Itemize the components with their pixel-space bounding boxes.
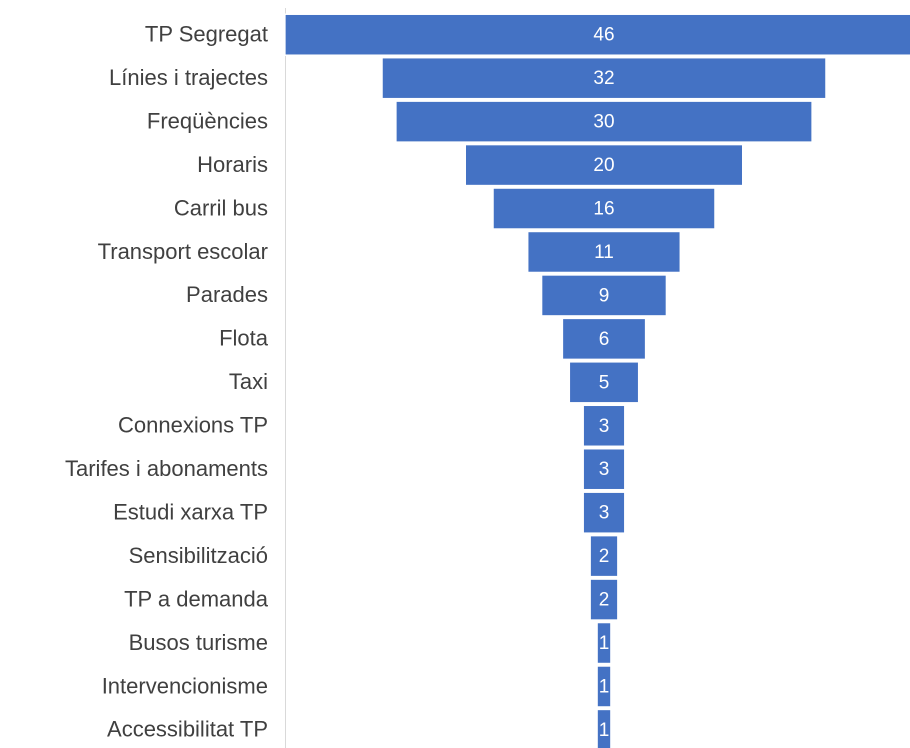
value-label: 2: [599, 546, 610, 567]
category-label: Tarifes i abonaments: [65, 456, 268, 481]
category-label: TP Segregat: [145, 22, 268, 47]
value-label: 16: [593, 199, 614, 220]
value-label: 1: [599, 633, 610, 654]
category-label: Intervencionisme: [102, 673, 268, 698]
value-label: 32: [593, 68, 614, 89]
value-label: 3: [599, 459, 610, 480]
funnel-bar: [284, 13, 910, 56]
funnel-bar: [395, 100, 813, 143]
value-label: 46: [593, 25, 614, 46]
funnel-bar: [589, 578, 619, 621]
category-label: Parades: [186, 282, 268, 307]
category-label: Horaris: [197, 152, 268, 177]
funnel-bar: [596, 708, 612, 748]
value-label: 5: [599, 372, 610, 393]
value-label: 20: [593, 155, 614, 176]
category-label: Busos turisme: [129, 630, 268, 655]
funnel-bar: [561, 317, 647, 361]
category-label: Connexions TP: [118, 413, 268, 438]
value-label: 1: [599, 676, 610, 697]
funnel-bar: [582, 491, 626, 534]
category-label: Carril bus: [174, 195, 268, 220]
funnel-bar: [381, 56, 827, 100]
category-label: Estudi xarxa TP: [113, 499, 268, 524]
funnel-bar: [464, 143, 744, 187]
category-label: Transport escolar: [98, 239, 268, 264]
value-label: 11: [594, 242, 614, 263]
funnel-bar: [568, 361, 640, 404]
category-label: Taxi: [229, 369, 268, 394]
value-label: 1: [599, 720, 610, 741]
category-label: Línies i trajectes: [109, 65, 268, 90]
funnel-bar: [582, 404, 626, 448]
funnel-bar: [492, 187, 716, 230]
funnel-bar: [589, 534, 619, 578]
value-label: 9: [599, 285, 610, 306]
category-label: Flota: [219, 326, 269, 351]
category-label: Freqüències: [147, 108, 268, 133]
category-label: Accessibilitat TP: [107, 717, 268, 742]
funnel-bar: [596, 665, 612, 708]
value-label: 2: [599, 590, 610, 611]
funnel-bar: [526, 230, 682, 274]
category-label: Sensibilització: [129, 543, 268, 568]
funnel-bar: [582, 447, 626, 491]
value-label: 30: [593, 112, 614, 133]
value-label: 3: [599, 503, 610, 524]
value-label: 6: [599, 329, 610, 350]
funnel-bar: [596, 621, 612, 665]
value-label: 3: [599, 416, 610, 437]
category-label: TP a demanda: [124, 586, 269, 611]
funnel-bar: [540, 274, 668, 317]
